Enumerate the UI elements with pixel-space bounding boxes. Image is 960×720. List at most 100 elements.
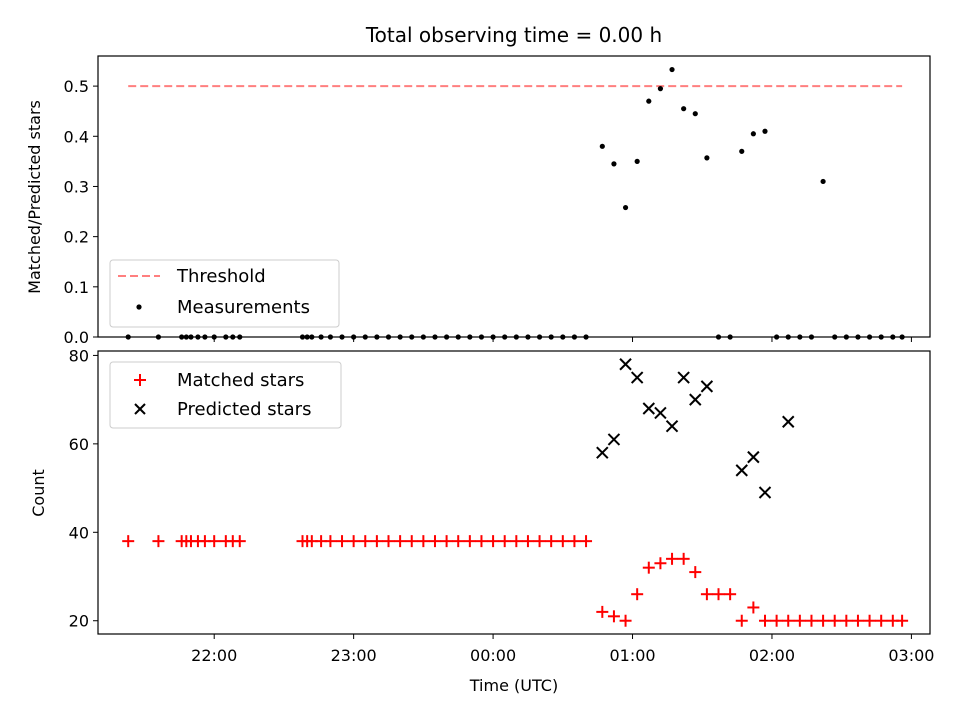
measurement-point: [832, 334, 838, 340]
measurement-point: [374, 334, 380, 340]
measurement-point: [327, 334, 334, 340]
count-x-tick-label: 23:00: [331, 646, 377, 665]
measurement-point: [681, 106, 687, 112]
measurement-point: [855, 334, 861, 340]
measurement-point: [188, 334, 194, 340]
predicted-star-point: [607, 433, 621, 446]
count-x-tick-label: 22:00: [191, 646, 237, 665]
count-x-tick-label: 01:00: [609, 646, 655, 665]
matched-star-point: [840, 614, 853, 627]
matched-star-point: [428, 535, 441, 548]
measurement-point: [455, 334, 461, 340]
ratio-y-axis-label: Matched/Predicted stars: [25, 100, 44, 294]
measurement-point: [230, 334, 236, 340]
legend-predicted-label: Predicted stars: [177, 399, 311, 420]
matched-star-point: [521, 535, 534, 548]
matched-star-point: [828, 614, 841, 627]
matched-star-point: [758, 614, 771, 627]
matched-star-point: [596, 605, 609, 618]
legend-measurements-swatch: [136, 304, 142, 310]
count-y-tick-label: 40: [69, 523, 89, 542]
count-x-tick-label: 00:00: [470, 646, 516, 665]
measurement-point: [444, 334, 450, 340]
matched-star-point: [122, 535, 135, 548]
measurement-point: [878, 334, 884, 340]
predicted-star-point: [747, 450, 760, 464]
measurement-point: [299, 334, 306, 340]
measurement-point: [223, 334, 229, 340]
matched-star-point: [677, 552, 690, 565]
matched-star-point: [689, 566, 702, 579]
matched-star-point: [452, 535, 465, 548]
measurement-point: [525, 334, 531, 340]
measurement-point: [362, 334, 368, 340]
measurement-point: [634, 158, 640, 164]
measurement-point: [646, 98, 652, 104]
chart-title: Total observing time = 0.00 h: [365, 23, 662, 47]
matched-star-point: [394, 535, 407, 548]
ratio-panel: 0.0 0.1 0.2 0.3 0.4 0.5 Matched/Predicted sta…: [25, 55, 931, 347]
count-legend-box: [109, 361, 342, 429]
measurement-point: [622, 204, 629, 211]
legend-predicted-swatch: [134, 403, 146, 415]
matched-star-point: [607, 610, 620, 623]
measurement-point: [502, 334, 508, 340]
matched-star-point: [747, 601, 760, 614]
measurement-point: [571, 334, 578, 340]
measurement-point: [237, 334, 243, 340]
matched-star-point: [817, 614, 830, 627]
ratio-y-tick-label: 0.1: [64, 278, 89, 297]
matched-star-point: [324, 535, 337, 548]
matched-star-point: [233, 535, 246, 548]
matched-star-point: [359, 535, 372, 548]
matched-star-point: [382, 535, 395, 548]
measurement-point: [704, 155, 710, 161]
measurement-point: [739, 148, 745, 154]
legend-matched-label: Matched stars: [177, 370, 304, 391]
matched-star-point: [631, 588, 644, 601]
matched-star-point: [580, 535, 593, 548]
matched-star-point: [875, 614, 888, 627]
measurement-point: [774, 334, 780, 340]
measurement-point: [657, 86, 664, 92]
measurement-point: [797, 334, 803, 340]
measurement-point: [467, 334, 473, 340]
measurement-point: [432, 334, 438, 340]
matched-star-point: [782, 614, 795, 627]
matched-star-point: [619, 614, 632, 627]
matched-star-point: [498, 535, 511, 548]
measurement-point: [669, 66, 675, 73]
measurement-point: [409, 334, 415, 340]
matched-star-point: [793, 614, 806, 627]
matched-star-point: [417, 535, 430, 548]
measurement-point: [843, 334, 849, 340]
measurement-point: [339, 334, 345, 340]
matched-star-point: [556, 535, 569, 548]
predicted-star-point: [665, 419, 679, 433]
matched-star-point: [463, 535, 476, 548]
count-x-tick-label: 02:00: [749, 646, 795, 665]
measurement-point: [513, 334, 519, 340]
measurement-point: [309, 334, 315, 340]
matched-star-point: [208, 535, 221, 548]
measurement-point: [183, 334, 189, 340]
measurement-point: [490, 334, 496, 340]
predicted-star-point: [677, 371, 690, 384]
predicted-star-point: [735, 464, 748, 477]
predicted-star-point: [689, 393, 702, 406]
matched-star-point: [152, 535, 165, 548]
matched-star-point: [770, 614, 783, 627]
measurement-point: [820, 178, 826, 185]
matched-star-point: [440, 535, 453, 548]
measurement-point: [195, 334, 201, 340]
measurement-point: [179, 334, 185, 340]
matched-star-point: [568, 535, 581, 548]
matched-star-point: [896, 614, 909, 627]
measurement-point: [762, 128, 768, 134]
matched-star-point: [533, 535, 546, 548]
count-x-tick-label: 03:00: [888, 646, 934, 665]
measurement-point: [397, 334, 403, 340]
